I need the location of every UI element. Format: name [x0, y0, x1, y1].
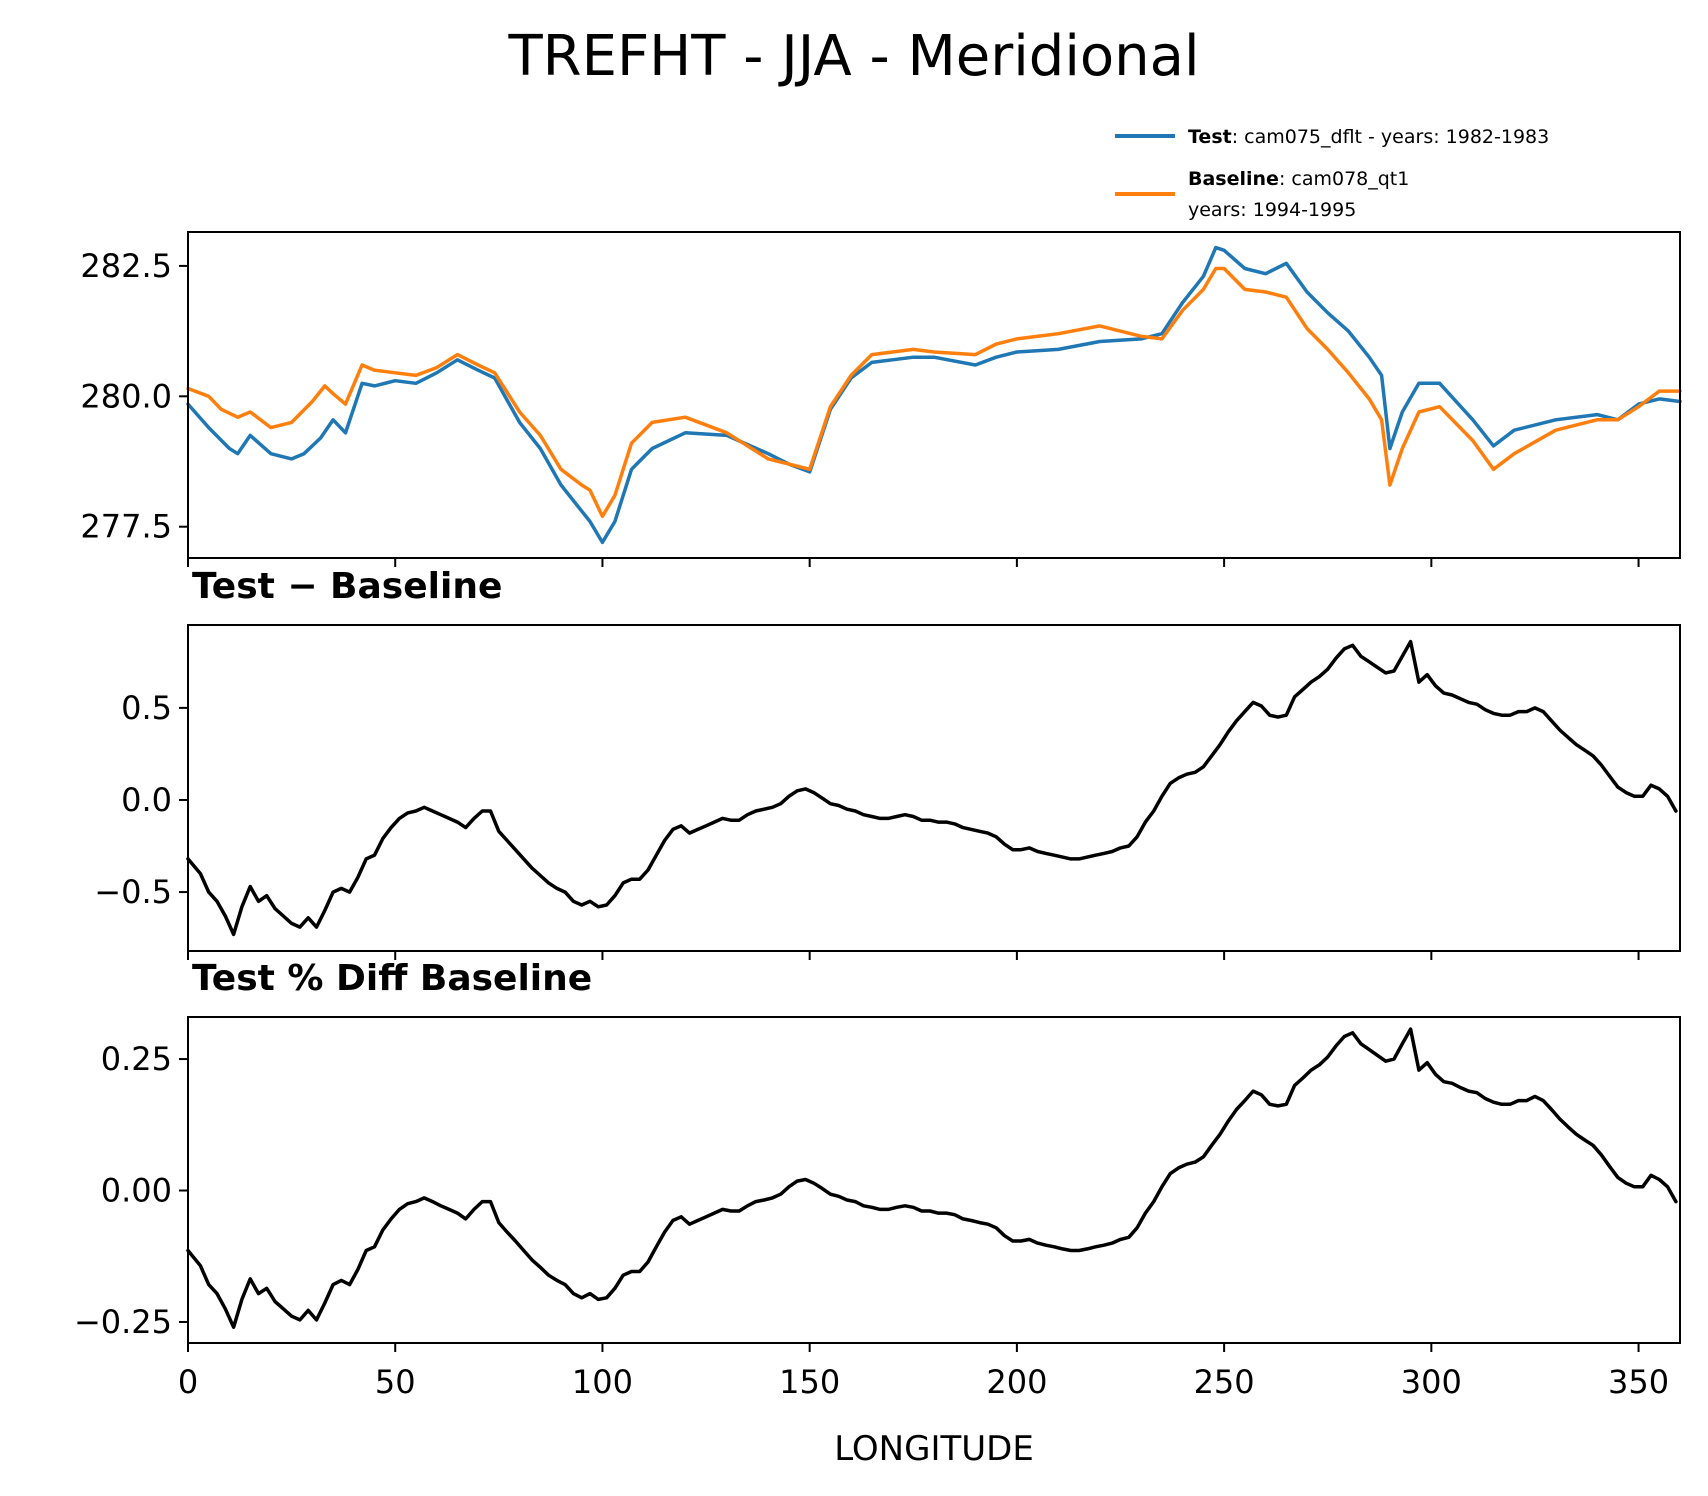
- series-line-diff-0: [186, 639, 1678, 937]
- legend-label-baseline-years: years: 1994-1995: [1188, 199, 1356, 221]
- x-tick-label-5: 250: [1194, 1363, 1255, 1401]
- series-line-values-0: [186, 245, 1682, 545]
- axes-frame-pctdiff: [187, 1016, 1681, 1344]
- legend: Test: cam075_dflt - years: 1982-1983 Bas…: [1115, 126, 1549, 221]
- y-tick-label-values-1: 280.0: [80, 377, 172, 415]
- panel-title-pctdiff: Test % Diff Baseline: [192, 958, 592, 999]
- x-tick-label-0: 0: [178, 1363, 198, 1401]
- panel-values: 277.5 280.0 282.5: [80, 231, 1682, 567]
- series-line-pctdiff-0: [186, 1027, 1678, 1329]
- legend-label-baseline: Baseline: cam078_qt1: [1188, 168, 1409, 190]
- x-tick-label-4: 200: [986, 1363, 1047, 1401]
- y-tick-label-diff-0: −0.5: [94, 873, 172, 911]
- x-tick-label-6: 300: [1401, 1363, 1462, 1401]
- series-line-values-1: [186, 266, 1682, 519]
- panel-diff: −0.5 0.0 0.5: [94, 624, 1681, 960]
- y-tick-label-values-0: 277.5: [80, 508, 172, 546]
- panel-title-diff: Test − Baseline: [192, 566, 502, 607]
- plot-layer: 277.5 280.0 282.5 −0.5 0.0 0.5 −0.25 0.00 0.25 0 5…: [74, 231, 1682, 1401]
- y-tick-label-pctdiff-2: 0.25: [101, 1040, 172, 1078]
- panel-pctdiff: −0.25 0.00 0.25 0 50 100 150 200 250 300 350: [74, 1016, 1681, 1401]
- x-tick-label-3: 150: [779, 1363, 840, 1401]
- y-tick-label-diff-1: 0.0: [121, 781, 172, 819]
- y-tick-label-pctdiff-0: −0.25: [74, 1303, 172, 1341]
- y-tick-label-pctdiff-1: 0.00: [101, 1172, 172, 1210]
- y-tick-label-diff-2: 0.5: [121, 689, 172, 727]
- legend-label-test: Test: cam075_dflt - years: 1982-1983: [1188, 126, 1549, 148]
- chart-title: TREFHT - JJA - Meridional: [507, 24, 1199, 89]
- x-tick-label-1: 50: [375, 1363, 416, 1401]
- x-axis-label: LONGITUDE: [834, 1429, 1034, 1469]
- axes-frame-diff: [187, 624, 1681, 952]
- y-tick-label-values-2: 282.5: [80, 247, 172, 285]
- x-tick-label-7: 350: [1608, 1363, 1669, 1401]
- x-tick-label-2: 100: [572, 1363, 633, 1401]
- axes-frame-values: [187, 231, 1681, 559]
